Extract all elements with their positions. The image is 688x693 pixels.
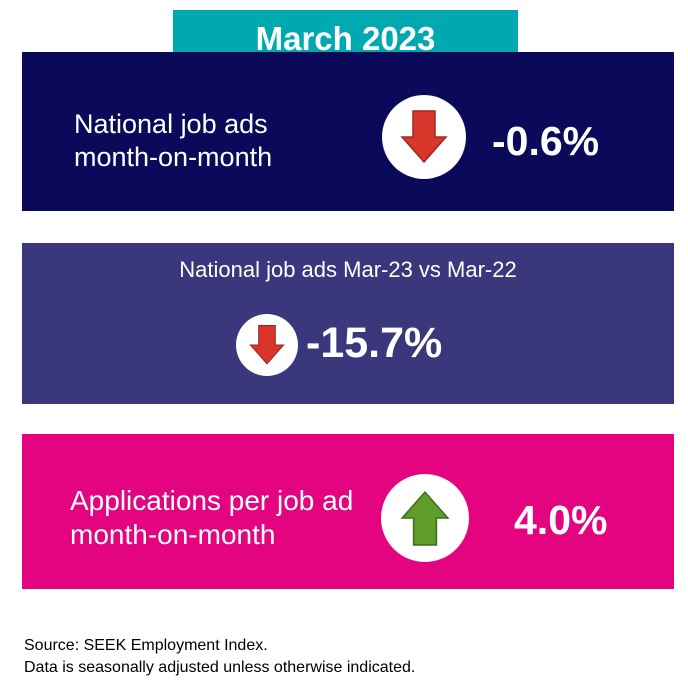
- arrow-down-icon: [400, 110, 448, 164]
- card-label-line: month-on-month: [70, 519, 276, 550]
- card-label: National job ads Mar-23 vs Mar-22: [179, 257, 517, 282]
- card-national-job-ads-mom: National job ads month-on-month -0.6%: [22, 52, 674, 211]
- card-label: Applications per job ad month-on-month: [70, 484, 353, 552]
- indicator-circle: [381, 474, 469, 562]
- card-applications-per-job-ad: Applications per job ad month-on-month 4…: [22, 434, 674, 589]
- card-label-line: month-on-month: [74, 142, 273, 172]
- card-value: -0.6%: [492, 118, 600, 164]
- footer: Source: SEEK Employment Index. Data is s…: [24, 635, 415, 679]
- card-value: -15.7%: [306, 319, 443, 367]
- footer-note: Data is seasonally adjusted unless other…: [24, 659, 416, 676]
- card-label: National job ads month-on-month: [74, 108, 272, 174]
- arrow-up-icon: [400, 490, 450, 546]
- card-label-line: Applications per job ad: [70, 485, 354, 516]
- indicator-circle: [382, 95, 466, 179]
- card-value: 4.0%: [514, 497, 608, 543]
- card-label-line: National job ads: [74, 109, 268, 139]
- arrow-down-icon: [249, 324, 285, 365]
- footer-source: Source: SEEK Employment Index.: [24, 637, 268, 654]
- card-national-job-ads-yoy: National job ads Mar-23 vs Mar-22 -15.7%: [22, 243, 674, 404]
- page-title: March 2023: [255, 20, 436, 57]
- indicator-circle: [236, 314, 298, 376]
